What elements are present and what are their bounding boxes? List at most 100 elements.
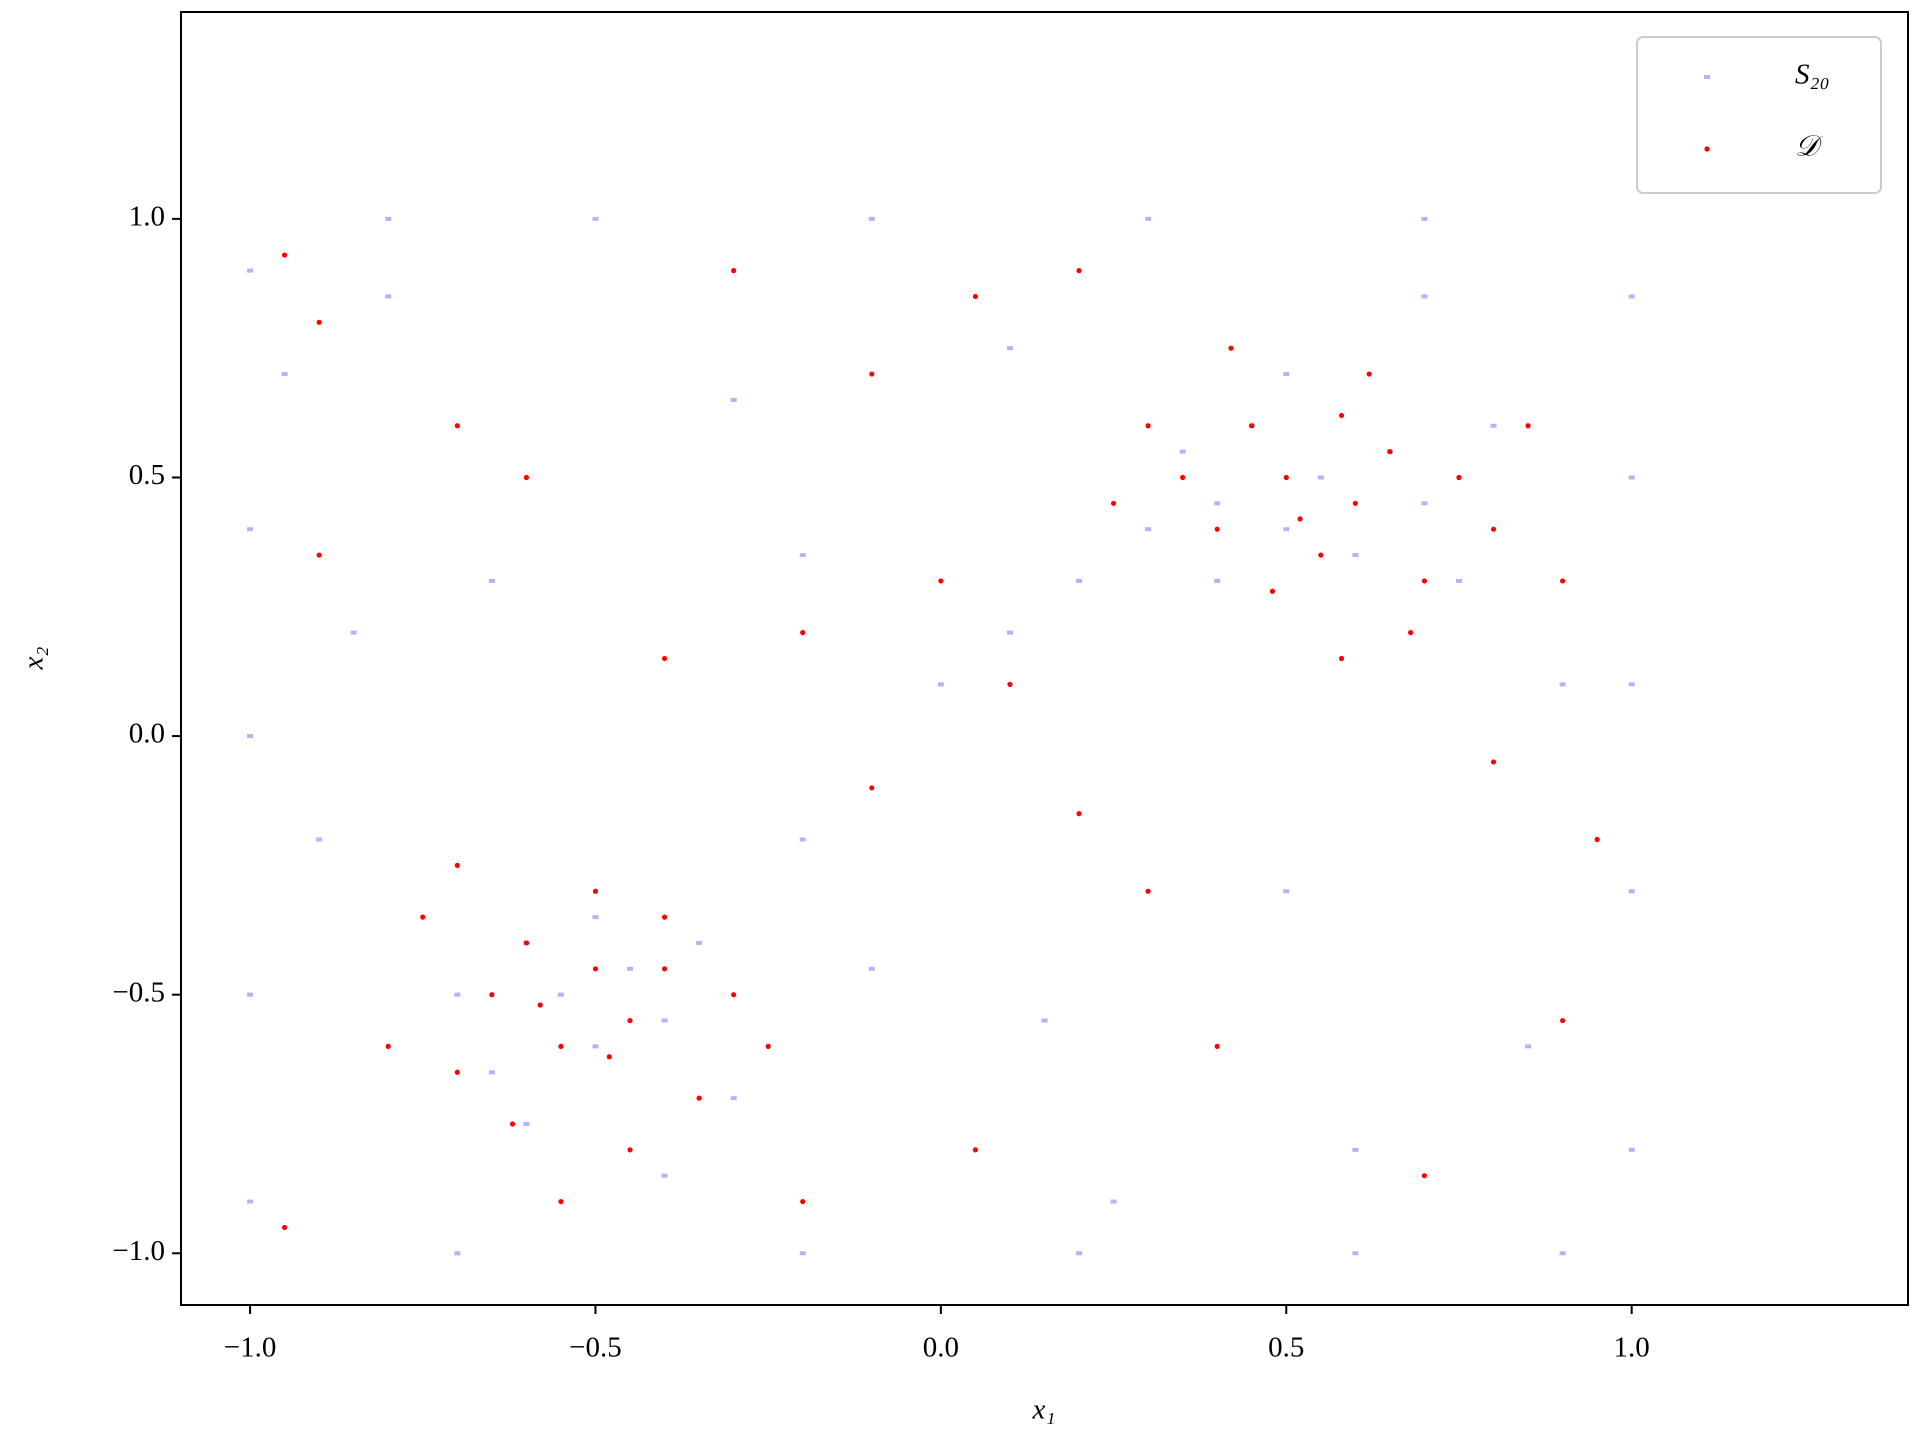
series [247, 216, 1635, 1256]
sample-point [1076, 1251, 1083, 1256]
data-point [938, 578, 944, 584]
data-point [316, 552, 322, 558]
y-tick-label: −0.5 [112, 976, 165, 1008]
sample-point [1110, 1199, 1117, 1204]
sample-point [350, 630, 357, 635]
data-point [1421, 1173, 1428, 1179]
data-point [661, 966, 668, 972]
data-point [592, 966, 599, 972]
data-point [489, 992, 495, 998]
data-point [765, 1043, 771, 1049]
sample-point [661, 1173, 668, 1178]
data-point [523, 474, 530, 481]
x-tick-label: −0.5 [569, 1332, 622, 1364]
sample-point [730, 397, 737, 402]
x-axis-label: x₁ [1032, 1394, 1056, 1426]
sample-point [1352, 1147, 1359, 1152]
legend-label: S₂₀ [1795, 59, 1830, 91]
data-point [972, 293, 979, 300]
sample-point [385, 294, 392, 299]
data-point [972, 1147, 979, 1153]
sample-point [1006, 346, 1013, 351]
y-axis-label: x₂ [18, 647, 50, 671]
data-point [592, 888, 599, 894]
data-point [1145, 888, 1151, 894]
sample-point [1490, 423, 1497, 428]
data-point [661, 655, 668, 662]
data-point [606, 1054, 612, 1060]
data-point [1318, 552, 1324, 558]
sample-point [1283, 527, 1290, 532]
plot-frame [180, 11, 1909, 1306]
data-point [1180, 474, 1186, 481]
sample-point [1317, 475, 1324, 480]
sample-point [1145, 216, 1152, 221]
sample-point [247, 268, 254, 273]
data-point [869, 371, 875, 377]
sample-point [385, 216, 392, 221]
sample-point [799, 1251, 806, 1256]
sample-point [1559, 1251, 1566, 1256]
data-point [1283, 474, 1289, 481]
data-point [523, 940, 530, 946]
legend-box [1636, 36, 1882, 194]
sample-point [1283, 372, 1290, 377]
data-point [731, 992, 737, 998]
data-point [1076, 268, 1082, 274]
sample-point [247, 1199, 254, 1204]
data-point [1456, 474, 1462, 481]
sample-point [799, 553, 806, 558]
sample-point [1214, 501, 1221, 506]
data-point [1408, 630, 1414, 636]
sample-point [868, 216, 875, 221]
sample-point [1628, 1147, 1635, 1152]
sample-point [627, 966, 634, 971]
data-point [1249, 423, 1255, 429]
data-point [509, 1121, 516, 1127]
sample-point [247, 527, 254, 532]
x-tick-label: 1.0 [1614, 1332, 1650, 1364]
data-point [1076, 811, 1082, 817]
data-point [282, 1224, 288, 1231]
data-point [627, 1147, 633, 1153]
data-point [800, 1198, 806, 1205]
data-point [420, 914, 426, 920]
sample-point [937, 682, 944, 687]
sample-point [1628, 475, 1635, 480]
sample-point [1628, 294, 1635, 299]
data-point [316, 319, 322, 325]
sample-point [592, 216, 599, 221]
data-point [1269, 588, 1276, 594]
sample-point [1421, 216, 1428, 221]
x-tick-label: −1.0 [224, 1332, 277, 1364]
data-point [454, 423, 460, 429]
sample-point [1421, 501, 1428, 506]
sample-point [454, 992, 461, 997]
data-point [1490, 759, 1497, 765]
legend-marker [1704, 146, 1710, 152]
data-point [869, 785, 875, 791]
data-point [800, 630, 806, 636]
data-point [1366, 371, 1372, 377]
sample-point [1455, 578, 1462, 583]
data-point [1338, 655, 1345, 662]
sample-point [661, 1018, 668, 1023]
data-point [1525, 423, 1531, 429]
data-point [1110, 500, 1117, 506]
data-point [1145, 423, 1151, 429]
data-point [558, 1198, 564, 1205]
sample-point [247, 734, 254, 739]
data-point [454, 862, 460, 868]
sample-point [1525, 1044, 1532, 1049]
sample-point [1628, 889, 1635, 894]
x-tick-label: 0.5 [1268, 1332, 1304, 1364]
data-point [627, 1017, 633, 1024]
data-point [731, 268, 737, 274]
data-point [661, 914, 668, 920]
sample-point [1628, 682, 1635, 687]
sample-point [523, 1121, 530, 1126]
data-point [1560, 578, 1566, 584]
data-point [1560, 1017, 1566, 1024]
data-point [1490, 526, 1497, 532]
